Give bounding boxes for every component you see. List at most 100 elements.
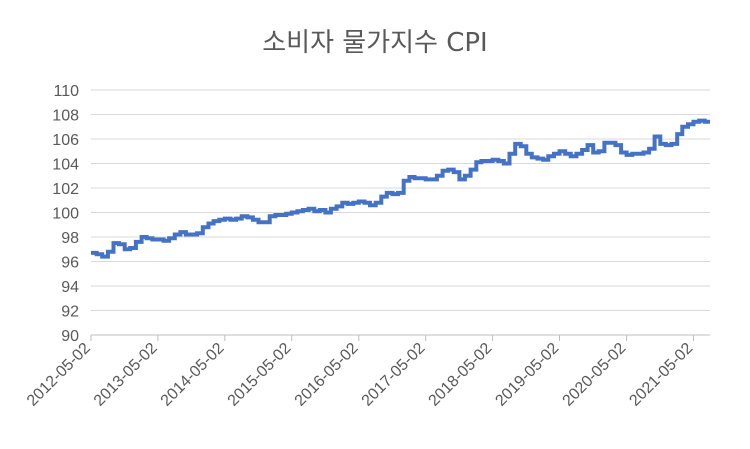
data-point	[413, 176, 417, 180]
data-point	[653, 135, 657, 139]
x-tick-label: 2020-05-02	[560, 340, 630, 410]
data-point	[502, 162, 506, 166]
data-point	[262, 220, 266, 224]
x-axis: 2012-05-022013-05-022014-05-022015-05-02…	[24, 335, 696, 410]
data-point	[273, 213, 277, 217]
data-point	[469, 168, 473, 172]
y-tick-label: 102	[52, 181, 79, 198]
data-point	[429, 177, 433, 181]
series-layer	[91, 118, 710, 259]
data-point	[100, 255, 104, 259]
x-tick-label: 2019-05-02	[492, 340, 562, 410]
data-point	[123, 247, 127, 251]
data-point	[647, 147, 651, 151]
data-point	[290, 211, 294, 215]
data-point	[385, 191, 389, 195]
x-tick-label: 2013-05-02	[91, 340, 161, 410]
data-point	[558, 149, 562, 153]
data-point	[323, 211, 327, 215]
data-point	[396, 191, 400, 195]
data-point	[284, 212, 288, 216]
data-point	[536, 157, 540, 161]
data-point	[251, 218, 255, 222]
data-point	[602, 141, 606, 145]
data-point	[128, 246, 132, 250]
data-point	[307, 207, 311, 211]
x-tick-label: 2014-05-02	[158, 340, 228, 410]
data-point	[524, 152, 528, 156]
data-point	[150, 237, 154, 241]
data-point	[195, 231, 199, 235]
y-tick-label: 100	[52, 206, 79, 223]
data-point	[268, 214, 272, 218]
data-point	[201, 225, 205, 229]
x-tick-label: 2017-05-02	[359, 340, 429, 410]
data-point	[636, 152, 640, 156]
data-point	[441, 169, 445, 173]
data-point	[257, 220, 261, 224]
data-point	[329, 207, 333, 211]
data-point	[184, 233, 188, 237]
data-point	[474, 160, 478, 164]
data-point	[140, 235, 144, 239]
data-point	[479, 159, 483, 163]
data-point	[335, 204, 339, 208]
data-point	[586, 143, 590, 147]
data-point	[134, 240, 138, 244]
data-point	[362, 201, 366, 205]
data-point	[301, 208, 305, 212]
data-point	[463, 174, 467, 178]
data-point	[173, 233, 177, 237]
y-tick-label: 90	[61, 328, 79, 345]
data-point	[178, 230, 182, 234]
x-tick-label: 2016-05-02	[292, 340, 362, 410]
data-point	[692, 120, 696, 124]
data-point	[312, 209, 316, 213]
data-point	[563, 152, 567, 156]
data-point	[664, 143, 668, 147]
data-point	[608, 141, 612, 145]
data-point	[670, 142, 674, 146]
data-point	[424, 177, 428, 181]
y-tick-label: 108	[52, 108, 79, 125]
data-point	[519, 144, 523, 148]
x-tick-label: 2021-05-02	[626, 340, 696, 410]
data-point	[541, 158, 545, 162]
data-point	[496, 159, 500, 163]
data-point	[240, 214, 244, 218]
y-tick-label: 98	[61, 230, 79, 247]
data-point	[368, 203, 372, 207]
data-point	[630, 152, 634, 156]
x-tick-label: 2015-05-02	[225, 340, 295, 410]
data-point	[513, 142, 517, 146]
data-point	[697, 119, 701, 123]
data-point	[686, 122, 690, 126]
data-point	[552, 152, 556, 156]
data-point	[574, 152, 578, 156]
data-point	[546, 154, 550, 158]
y-tick-label: 110	[53, 83, 79, 100]
data-point	[619, 150, 623, 154]
data-point	[379, 195, 383, 199]
data-point	[491, 158, 495, 162]
data-point	[106, 250, 110, 254]
data-point	[234, 217, 238, 221]
data-point	[402, 179, 406, 183]
data-point	[485, 159, 489, 163]
data-point	[658, 142, 662, 146]
data-point	[295, 209, 299, 213]
data-point	[569, 154, 573, 158]
y-tick-label: 94	[61, 279, 79, 296]
y-tick-label: 92	[61, 304, 79, 321]
data-point	[507, 152, 511, 156]
data-point	[446, 168, 450, 172]
data-point	[162, 239, 166, 243]
data-point	[703, 120, 707, 124]
data-point	[675, 132, 679, 136]
data-point	[156, 237, 160, 241]
data-point	[452, 170, 456, 174]
data-point	[117, 242, 121, 246]
data-point	[145, 236, 149, 240]
